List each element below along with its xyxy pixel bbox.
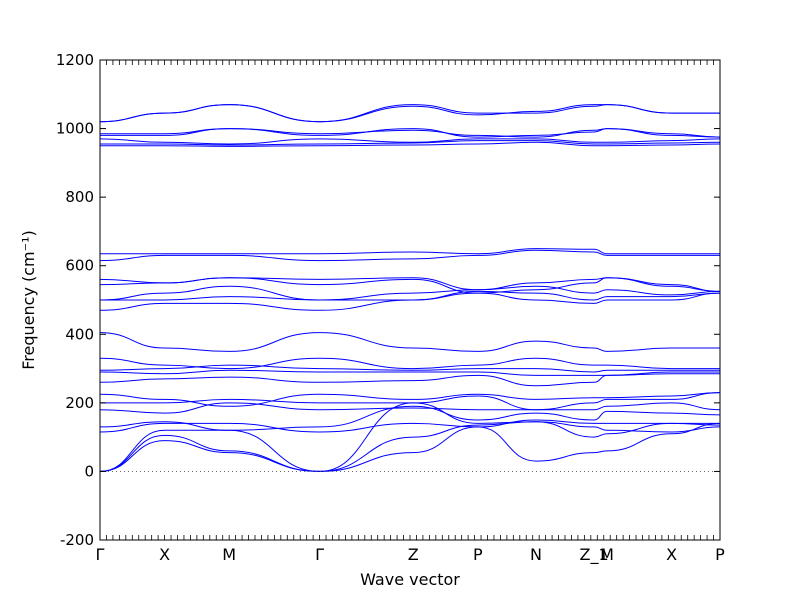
phonon-branch-27	[99, 104, 720, 123]
phonon-branch-22	[100, 140, 721, 146]
phonon-branch-13	[99, 332, 720, 352]
x-tick-label: P	[473, 545, 483, 564]
y-tick-label: 1200	[56, 51, 94, 69]
x-tick-label: P	[715, 545, 725, 564]
phonon-branch-11	[99, 364, 721, 373]
y-tick-label: 400	[65, 325, 94, 343]
phonon-branch-9	[99, 373, 720, 387]
y-axis-label: Frequency (cm⁻¹)	[19, 230, 38, 369]
y-tick-label: 800	[65, 188, 94, 206]
series-layer	[99, 104, 721, 472]
x-tick-label: N	[530, 545, 542, 564]
phonon-branch-14	[99, 292, 721, 311]
phonon-branch-23	[99, 138, 721, 145]
x-axis: Γ X M Γ Z P N Z_1M X P	[96, 60, 725, 565]
phonon-branch-25	[100, 128, 721, 138]
phonon-branch-20	[100, 248, 720, 255]
phonon-branch-26	[99, 104, 720, 123]
phonon-branch-16	[99, 285, 721, 301]
phonon-branch-18	[99, 277, 721, 292]
y-tick-label: 600	[65, 257, 94, 275]
phonon-branch-8	[99, 392, 721, 407]
y-tick-label: 1000	[56, 120, 94, 138]
x-tick-label: Γ	[96, 545, 105, 564]
x-tick-label: Z_1	[579, 545, 608, 565]
phonon-branch-7	[99, 392, 721, 411]
phonon-branch-19	[99, 249, 720, 262]
phonon-branch-21	[100, 141, 721, 147]
y-tick-label: 0	[84, 462, 94, 480]
x-tick-label: X	[159, 545, 170, 564]
phonon-branch-5	[99, 405, 721, 431]
phonon-branch-6	[99, 402, 721, 414]
y-axis: -200 0 200 400 600 800 1000 1200	[56, 51, 720, 549]
y-tick-label: 200	[65, 394, 94, 412]
phonon-branch-1	[99, 422, 721, 472]
x-tick-label: M	[222, 545, 236, 564]
phonon-branch-10	[99, 369, 720, 376]
phonon-branch-3	[99, 421, 720, 472]
x-tick-label: Z	[408, 545, 419, 564]
x-tick-label: M	[600, 545, 614, 564]
x-tick-label: X	[666, 545, 677, 564]
phonon-branch-12	[99, 357, 720, 370]
y-tick-label: -200	[60, 531, 94, 549]
x-tick-label: Γ	[315, 545, 324, 564]
phonon-branch-4	[99, 419, 721, 433]
x-axis-label: Wave vector	[360, 570, 460, 589]
